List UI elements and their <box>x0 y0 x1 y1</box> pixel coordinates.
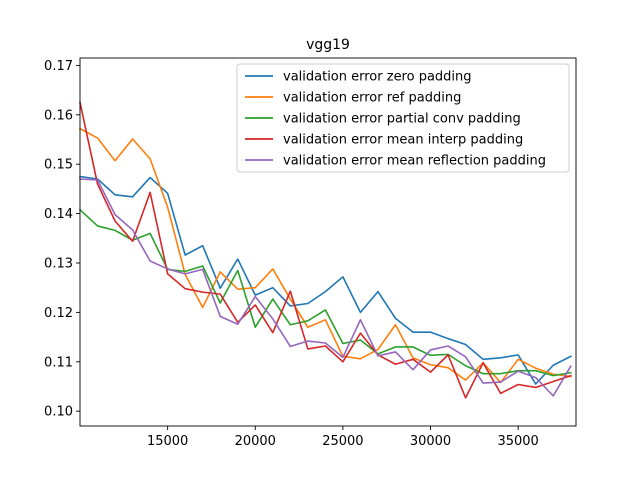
legend-label-2: validation error ref padding <box>283 91 461 106</box>
series-layer <box>78 101 572 399</box>
legend-label-1: validation error zero padding <box>283 70 472 85</box>
legend-label-5: validation error mean reflection padding <box>283 154 546 169</box>
axes-layer: 15000 20000 25000 30000 35000 0.10 0.11 0.12 0.1… <box>44 57 577 449</box>
y-tick-label: 0.15 <box>44 158 73 173</box>
legend-box <box>236 63 570 173</box>
x-tick-label: 15000 <box>147 434 188 449</box>
y-tick-label: 0.13 <box>44 256 73 271</box>
legend-label-3: validation error partial conv padding <box>283 112 521 127</box>
y-tick-label: 0.17 <box>44 59 73 74</box>
x-tick-label: 30000 <box>410 434 451 449</box>
y-tick-label: 0.16 <box>44 108 73 123</box>
legend-label-4: validation error mean interp padding <box>283 133 523 148</box>
y-tick-label: 0.10 <box>44 405 73 420</box>
series-line-4 <box>79 101 572 399</box>
chart-title: vgg19 <box>306 37 350 53</box>
x-tick-label: 20000 <box>235 434 276 449</box>
x-tick-label: 35000 <box>497 434 538 449</box>
series-line-2 <box>78 127 572 384</box>
y-tick-label: 0.14 <box>44 207 73 222</box>
x-tick-label: 25000 <box>322 434 363 449</box>
plot-frame <box>79 57 577 427</box>
series-line-1 <box>79 175 572 385</box>
series-line-5 <box>79 178 572 397</box>
y-tick-label: 0.12 <box>44 306 73 321</box>
legend: validation error zero padding validation … <box>236 63 570 173</box>
y-tick-label: 0.11 <box>44 355 73 370</box>
